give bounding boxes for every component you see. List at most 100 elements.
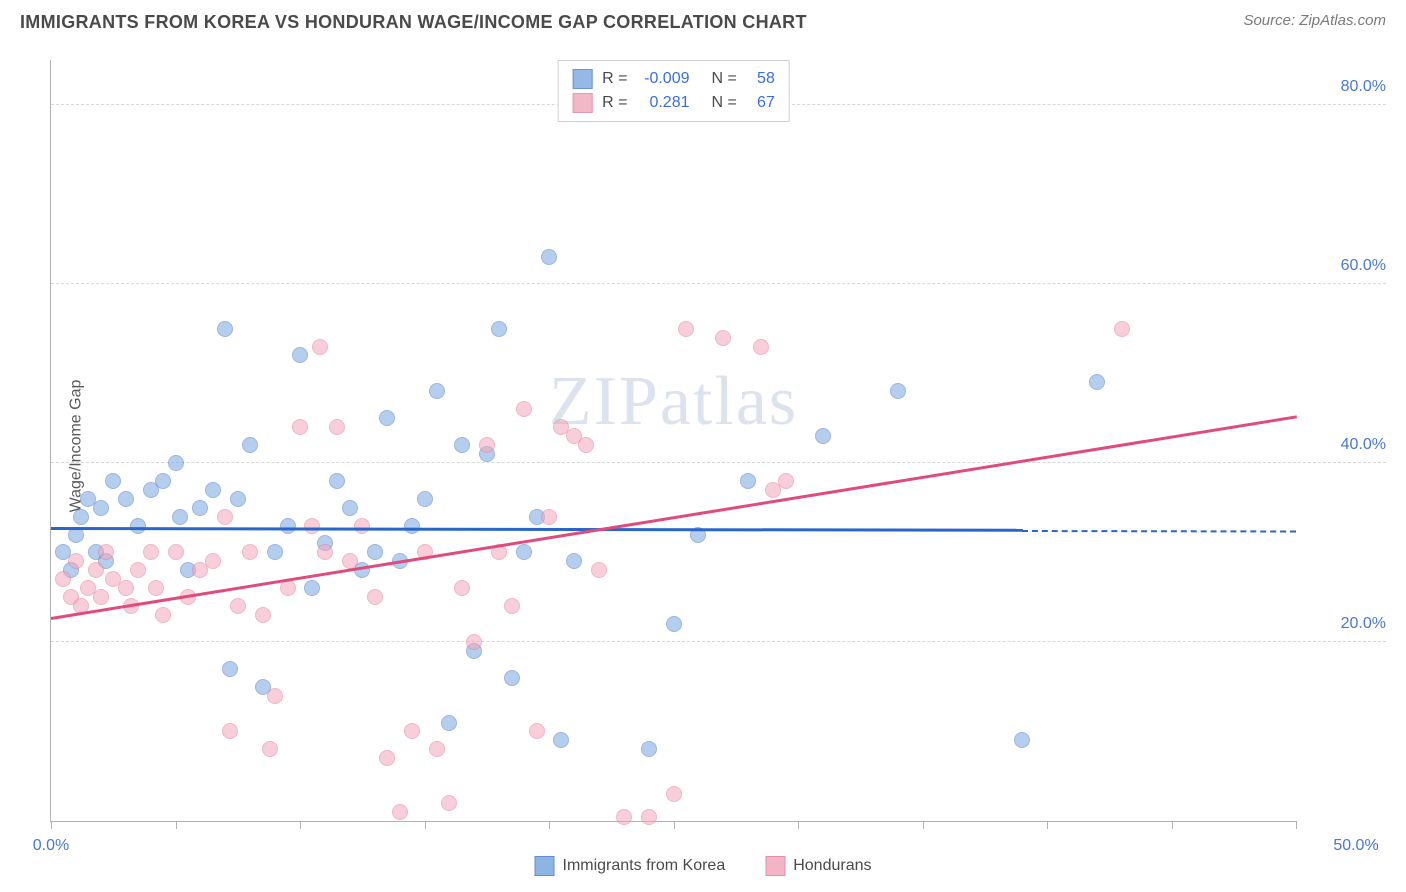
data-point <box>342 500 358 516</box>
page-title: IMMIGRANTS FROM KOREA VS HONDURAN WAGE/I… <box>20 12 807 33</box>
data-point <box>516 544 532 560</box>
data-point <box>379 410 395 426</box>
data-point <box>130 518 146 534</box>
legend-label: Immigrants from Korea <box>563 857 726 875</box>
series-swatch <box>572 93 592 113</box>
data-point <box>815 428 831 444</box>
data-point <box>553 732 569 748</box>
data-point <box>280 518 296 534</box>
data-point <box>491 321 507 337</box>
data-point <box>292 347 308 363</box>
y-tick-label: 80.0% <box>1341 78 1386 96</box>
data-point <box>541 509 557 525</box>
stat-r-label: R = <box>602 67 627 91</box>
gridline <box>51 641 1386 642</box>
data-point <box>93 589 109 605</box>
scatter-chart: ZIPatlas 20.0%40.0%60.0%80.0%0.0%50.0%R … <box>50 60 1296 822</box>
stat-n-value: 58 <box>747 67 775 91</box>
data-point <box>1089 374 1105 390</box>
data-point <box>242 437 258 453</box>
data-point <box>541 249 557 265</box>
data-point <box>267 688 283 704</box>
data-point <box>98 544 114 560</box>
data-point <box>666 786 682 802</box>
data-point <box>329 419 345 435</box>
data-point <box>168 544 184 560</box>
data-point <box>778 473 794 489</box>
watermark: ZIPatlas <box>549 362 798 442</box>
x-tick <box>176 821 177 829</box>
x-tick <box>300 821 301 829</box>
data-point <box>566 553 582 569</box>
data-point <box>890 383 906 399</box>
legend: Immigrants from Korea Hondurans <box>535 856 872 876</box>
data-point <box>479 437 495 453</box>
legend-item: Hondurans <box>765 856 871 876</box>
data-point <box>205 553 221 569</box>
data-point <box>304 518 320 534</box>
legend-item: Immigrants from Korea <box>535 856 726 876</box>
data-point <box>130 562 146 578</box>
trend-line-extrapolated <box>1022 530 1296 533</box>
data-point <box>262 741 278 757</box>
x-tick <box>1296 821 1297 829</box>
y-tick-label: 60.0% <box>1341 257 1386 275</box>
data-point <box>504 670 520 686</box>
data-point <box>454 580 470 596</box>
stat-n-value: 67 <box>747 91 775 115</box>
stats-box: R = -0.009 N = 58R =0.281N =67 <box>557 60 790 122</box>
data-point <box>516 401 532 417</box>
data-point <box>417 491 433 507</box>
data-point <box>155 473 171 489</box>
data-point <box>529 723 545 739</box>
data-point <box>73 509 89 525</box>
data-point <box>118 491 134 507</box>
data-point <box>616 809 632 825</box>
x-tick-label: 0.0% <box>33 837 69 855</box>
gridline <box>51 283 1386 284</box>
data-point <box>329 473 345 489</box>
data-point <box>267 544 283 560</box>
data-point <box>666 616 682 632</box>
x-tick-label: 50.0% <box>1333 837 1378 855</box>
data-point <box>429 741 445 757</box>
data-point <box>392 804 408 820</box>
data-point <box>68 553 84 569</box>
trend-line <box>51 415 1297 620</box>
data-point <box>230 491 246 507</box>
stats-row: R = -0.009 N = 58 <box>572 67 775 91</box>
data-point <box>118 580 134 596</box>
legend-label: Hondurans <box>793 857 871 875</box>
data-point <box>379 750 395 766</box>
data-point <box>312 339 328 355</box>
data-point <box>504 598 520 614</box>
data-point <box>105 473 121 489</box>
data-point <box>753 339 769 355</box>
data-point <box>55 571 71 587</box>
x-tick <box>674 821 675 829</box>
data-point <box>354 518 370 534</box>
x-tick <box>425 821 426 829</box>
data-point <box>255 607 271 623</box>
data-point <box>222 723 238 739</box>
stat-r-value: 0.281 <box>638 91 690 115</box>
data-point <box>148 580 164 596</box>
data-point <box>441 715 457 731</box>
data-point <box>441 795 457 811</box>
stat-r-value: -0.009 <box>638 67 690 91</box>
data-point <box>1114 321 1130 337</box>
data-point <box>222 661 238 677</box>
data-point <box>367 589 383 605</box>
data-point <box>217 509 233 525</box>
x-tick <box>923 821 924 829</box>
stat-n-label: N = <box>712 67 737 91</box>
data-point <box>88 562 104 578</box>
data-point <box>404 723 420 739</box>
data-point <box>304 580 320 596</box>
stats-row: R =0.281N =67 <box>572 91 775 115</box>
y-tick-label: 40.0% <box>1341 436 1386 454</box>
data-point <box>641 741 657 757</box>
y-tick-label: 20.0% <box>1341 615 1386 633</box>
trend-line <box>51 527 1023 532</box>
data-point <box>641 809 657 825</box>
